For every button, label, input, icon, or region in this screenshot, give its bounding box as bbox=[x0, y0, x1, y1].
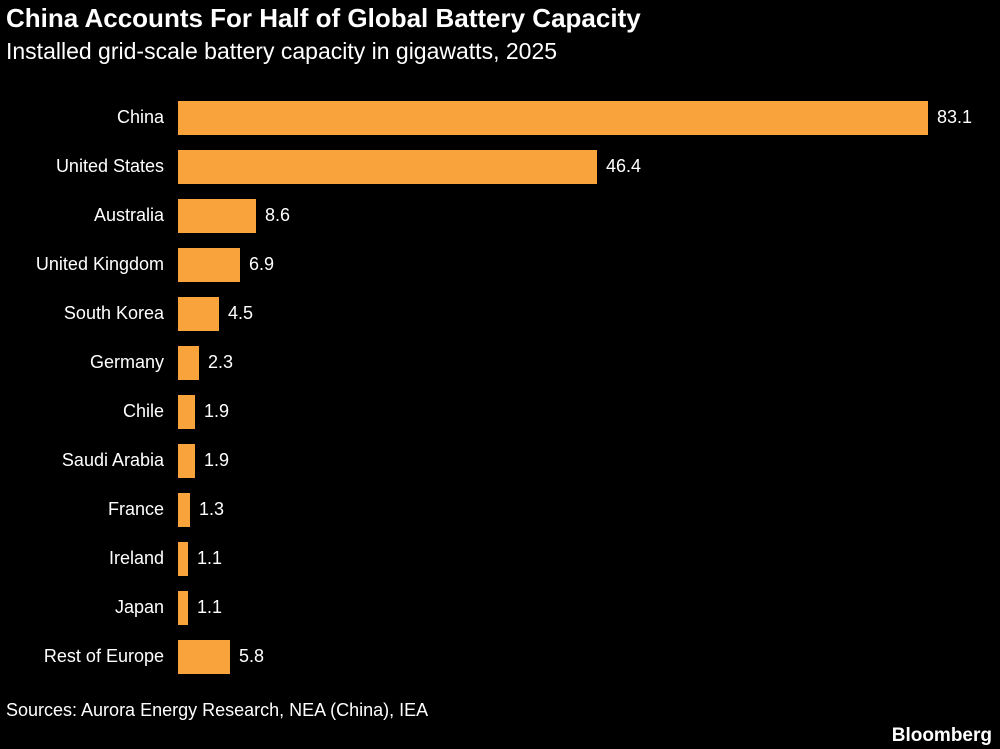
bar-track: 1.9 bbox=[178, 387, 1000, 436]
bar bbox=[178, 247, 240, 282]
category-label: Germany bbox=[89, 352, 164, 373]
bar-track: 2.3 bbox=[178, 338, 1000, 387]
category-label: Saudi Arabia bbox=[61, 450, 164, 471]
bar-chart: China 83.1 United States 46.4 Australia 8.6 Un… bbox=[0, 93, 1000, 681]
bar bbox=[178, 541, 188, 576]
category-label: Rest of Europe bbox=[43, 646, 164, 667]
chart-subtitle: Installed grid-scale battery capacity in… bbox=[6, 37, 558, 64]
bar-track: 1.9 bbox=[178, 436, 1000, 485]
bar-track: 6.9 bbox=[178, 240, 1000, 289]
value-label: 5.8 bbox=[239, 646, 265, 667]
category-label: Chile bbox=[122, 401, 164, 422]
bar-row: United Kingdom 6.9 bbox=[0, 240, 1000, 289]
sources-note: Sources: Aurora Energy Research, NEA (Ch… bbox=[6, 700, 429, 720]
bar-row: Saudi Arabia 1.9 bbox=[0, 436, 1000, 485]
bar-row: China 83.1 bbox=[0, 93, 1000, 142]
category-label: China bbox=[116, 107, 164, 128]
bar bbox=[178, 443, 195, 478]
value-label: 4.5 bbox=[228, 303, 254, 324]
bar-track: 1.3 bbox=[178, 485, 1000, 534]
value-label: 83.1 bbox=[937, 107, 973, 128]
value-label: 46.4 bbox=[606, 156, 642, 177]
bar-row: South Korea 4.5 bbox=[0, 289, 1000, 338]
bar bbox=[178, 296, 219, 331]
bar-track: 1.1 bbox=[178, 534, 1000, 583]
bar bbox=[178, 639, 230, 674]
bar-track: 4.5 bbox=[178, 289, 1000, 338]
bar-row: Rest of Europe 5.8 bbox=[0, 632, 1000, 681]
bar-track: 5.8 bbox=[178, 632, 1000, 681]
bar bbox=[178, 100, 928, 135]
value-label: 8.6 bbox=[265, 205, 291, 226]
bar-track: 8.6 bbox=[178, 191, 1000, 240]
bar bbox=[178, 345, 199, 380]
chart-header: China Accounts For Half of Global Batter… bbox=[0, 0, 1000, 65]
value-label: 1.9 bbox=[204, 450, 230, 471]
category-label: Japan bbox=[114, 597, 164, 618]
value-label: 2.3 bbox=[208, 352, 234, 373]
bloomberg-logo: Bloomberg bbox=[891, 725, 992, 746]
bar bbox=[178, 590, 188, 625]
bar-row: Germany 2.3 bbox=[0, 338, 1000, 387]
bar bbox=[178, 198, 256, 233]
value-label: 6.9 bbox=[249, 254, 275, 275]
bar-track: 46.4 bbox=[178, 142, 1000, 191]
value-label: 1.9 bbox=[204, 401, 230, 422]
category-label: Australia bbox=[93, 205, 164, 226]
bar-row: United States 46.4 bbox=[0, 142, 1000, 191]
bar-row: Ireland 1.1 bbox=[0, 534, 1000, 583]
value-label: 1.1 bbox=[197, 597, 223, 618]
chart-title: China Accounts For Half of Global Batter… bbox=[6, 3, 641, 33]
value-label: 1.1 bbox=[197, 548, 223, 569]
bar-row: Japan 1.1 bbox=[0, 583, 1000, 632]
bar bbox=[178, 394, 195, 429]
bar bbox=[178, 492, 190, 527]
category-label: Ireland bbox=[108, 548, 164, 569]
bar-row: Chile 1.9 bbox=[0, 387, 1000, 436]
category-label: South Korea bbox=[63, 303, 164, 324]
bar bbox=[178, 149, 597, 184]
value-label: 1.3 bbox=[199, 499, 225, 520]
category-label: United States bbox=[55, 156, 164, 177]
bar-row: France 1.3 bbox=[0, 485, 1000, 534]
bar-track: 1.1 bbox=[178, 583, 1000, 632]
bar-row: Australia 8.6 bbox=[0, 191, 1000, 240]
category-label: United Kingdom bbox=[35, 254, 164, 275]
category-label: France bbox=[107, 499, 164, 520]
bar-track: 83.1 bbox=[178, 93, 1000, 142]
